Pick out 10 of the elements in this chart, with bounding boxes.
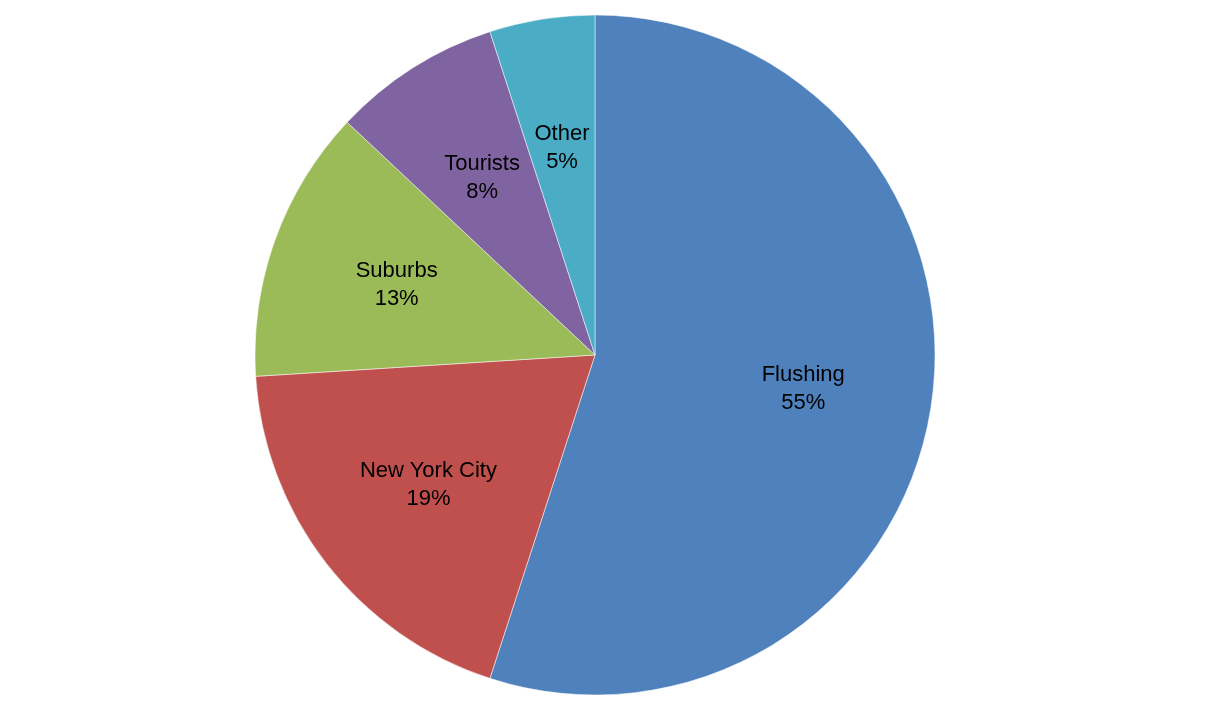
slice-label: Tourists bbox=[444, 150, 520, 176]
data-label: 5% bbox=[546, 147, 578, 173]
slice-label: Flushing bbox=[761, 360, 845, 386]
slice-label: Suburbs bbox=[355, 256, 438, 282]
data-label: 13% bbox=[374, 284, 419, 310]
slice-label: New York City bbox=[359, 457, 497, 483]
slice-label: Other bbox=[534, 119, 590, 145]
data-label: 8% bbox=[466, 178, 498, 204]
data-label: 55% bbox=[781, 388, 826, 414]
data-label: 19% bbox=[406, 485, 451, 511]
